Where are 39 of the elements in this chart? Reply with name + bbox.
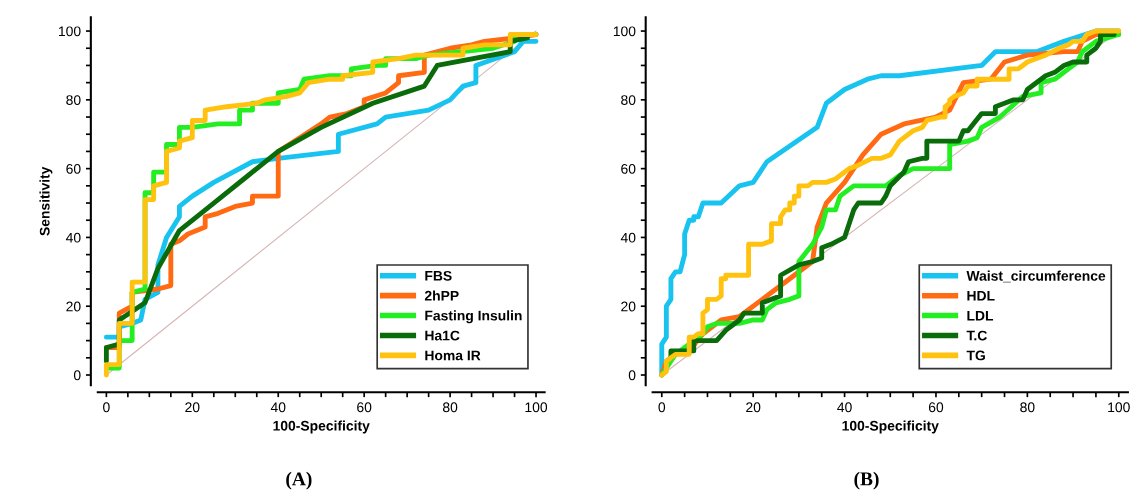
- x-tick-label: 40: [270, 402, 286, 413]
- legend-label: Fasting Insulin: [425, 310, 522, 324]
- legend-label: T.C: [966, 330, 987, 341]
- y-tick-label: 80: [66, 95, 81, 106]
- legend-label: 2hPP: [424, 290, 459, 301]
- x-tick-label: 20: [185, 402, 200, 413]
- legend-label: Homa IR: [425, 350, 481, 361]
- y-tick-label: 40: [65, 232, 81, 243]
- y-tick-label: 20: [621, 301, 636, 312]
- x-tick-label: 40: [837, 402, 852, 413]
- text: (B): [854, 471, 879, 490]
- y-tick-label: 0: [628, 370, 636, 381]
- y-tick-label: 20: [66, 301, 81, 312]
- y-tick-label: 100: [613, 26, 636, 37]
- legend-label: Ha1C: [425, 330, 460, 341]
- legend-label: LDL: [967, 310, 994, 321]
- y-tick-label: 80: [621, 95, 636, 106]
- x-tick-label: 60: [928, 402, 944, 413]
- x-tick-label: 60: [357, 402, 372, 413]
- legend-label: FBS: [425, 270, 452, 281]
- y-tick-label: 40: [620, 232, 636, 243]
- y-tick-label: 100: [59, 26, 81, 37]
- y-tick-label: 0: [73, 370, 81, 381]
- x-tick-label: 0: [103, 402, 110, 413]
- legend-label: HDL: [967, 290, 995, 301]
- y-axis-title: Sensitivity: [39, 166, 53, 236]
- x-tick-label: 100: [1108, 402, 1130, 413]
- x-tick-label: 0: [658, 402, 666, 413]
- y-tick-label: 60: [66, 163, 81, 174]
- x-tick-label: 100: [525, 402, 548, 413]
- y-tick-label: 60: [621, 163, 636, 174]
- legend-label: TG: [966, 350, 985, 361]
- x-axis-title: 100-Specificity: [273, 420, 370, 434]
- x-axis-title: 100-Specificity: [842, 420, 939, 434]
- x-tick-label: 80: [442, 402, 458, 413]
- x-tick-label: 20: [746, 402, 761, 413]
- text: (A): [286, 471, 312, 490]
- x-tick-label: 80: [1020, 402, 1035, 413]
- legend-label: Waist_circumference: [966, 270, 1106, 283]
